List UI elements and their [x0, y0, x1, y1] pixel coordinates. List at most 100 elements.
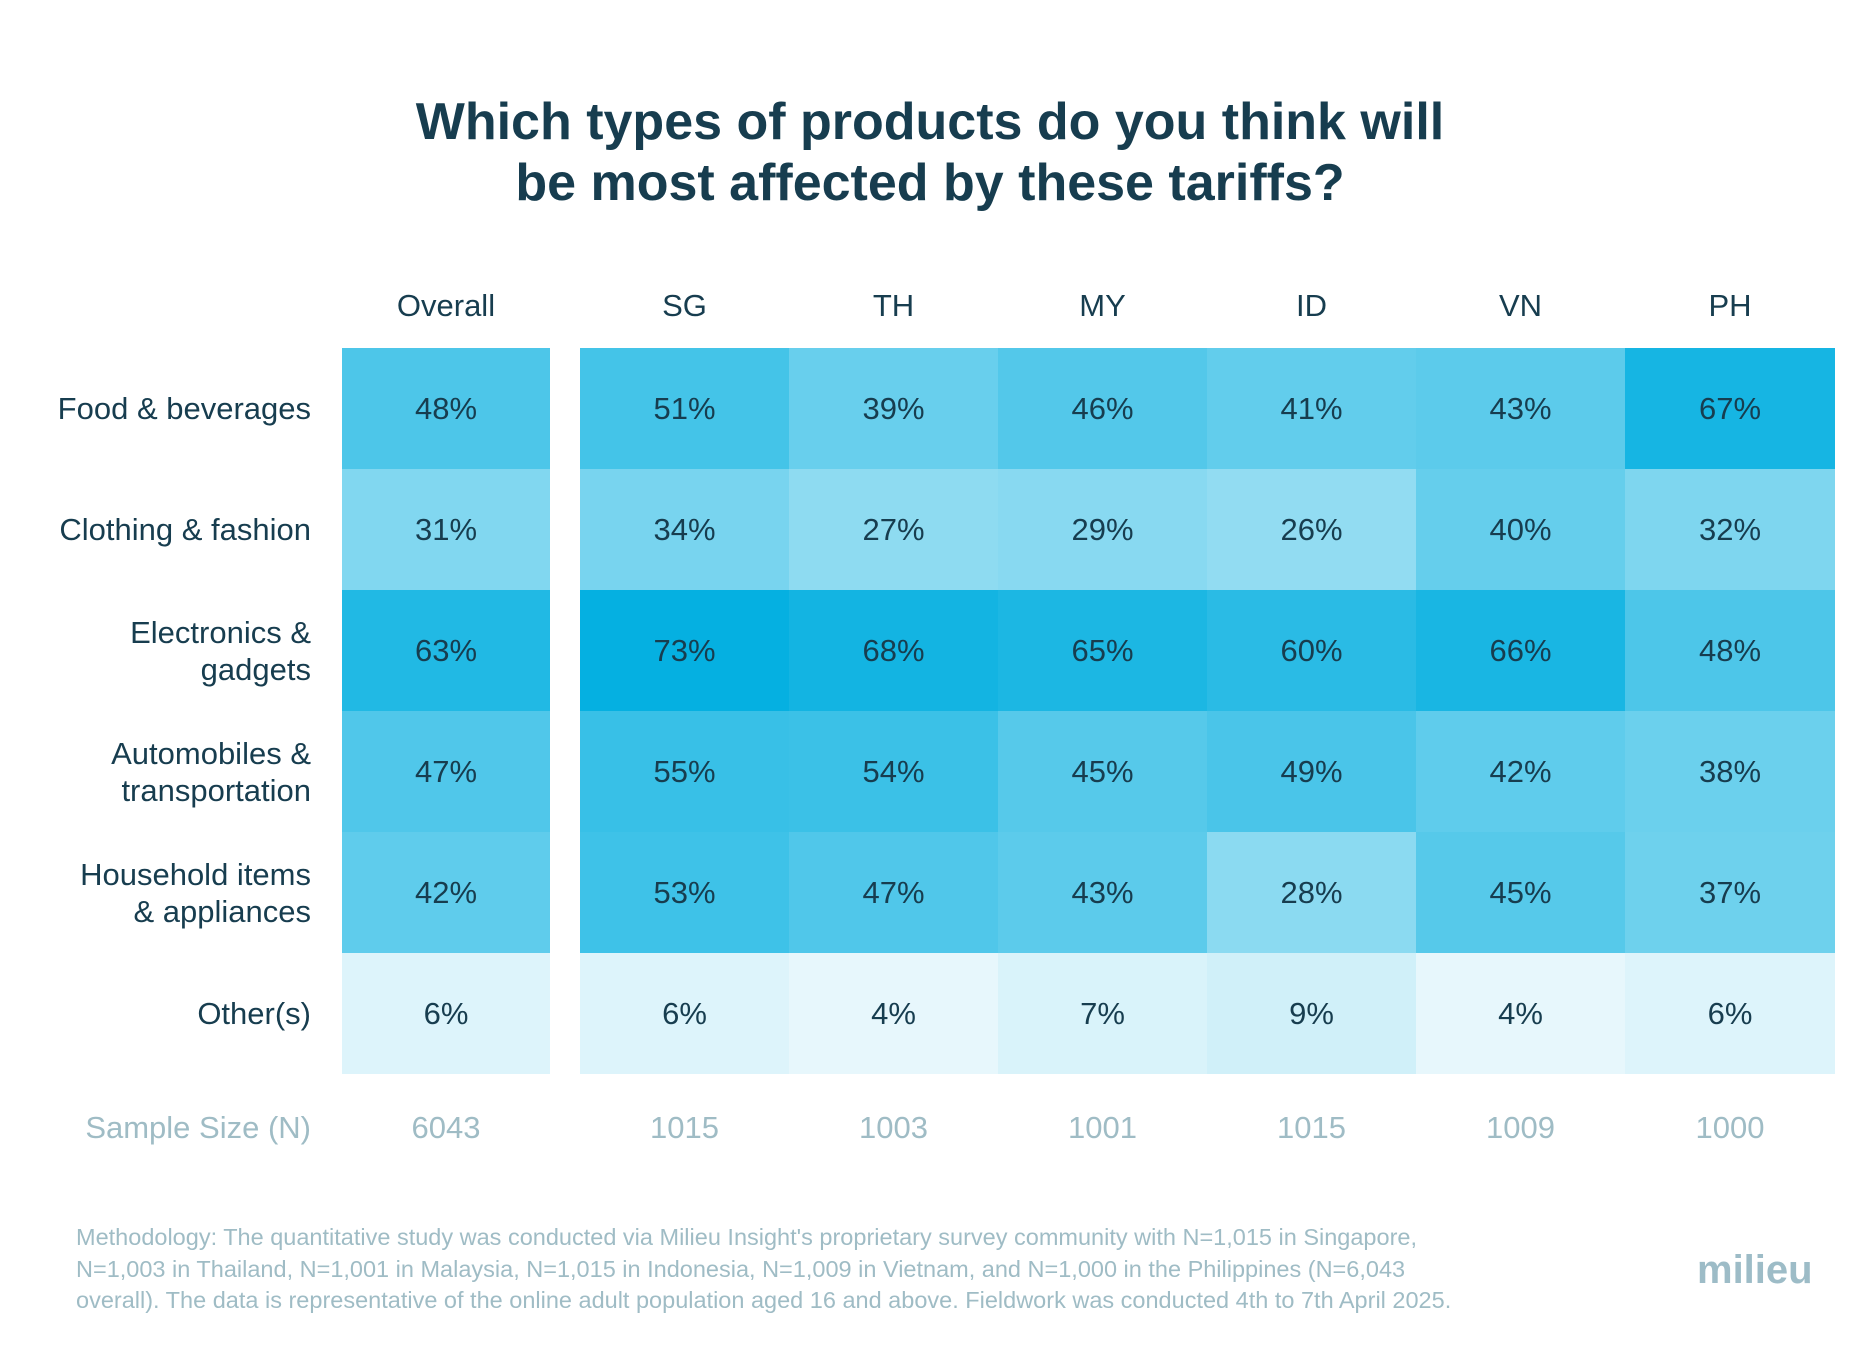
- cell-value-label: 6%: [662, 995, 707, 1031]
- milieu-logo: milieu: [1697, 1248, 1813, 1292]
- heatmap-cell-household-items-appliances-th: 47%: [789, 832, 998, 953]
- heatmap-cell-other-s-sg: 6%: [580, 953, 789, 1074]
- cell-value-label: 48%: [1698, 632, 1762, 668]
- heatmap-cell-other-s-my: 7%: [998, 953, 1207, 1074]
- cell-value-label: 65%: [1071, 632, 1134, 668]
- heatmap-cell-clothing-fashion-ph: 32%: [1625, 469, 1835, 590]
- sample-size-th: 1003: [859, 1110, 928, 1145]
- row-label-electronics-gadgets: Electronics & gadgets: [0, 590, 311, 711]
- heatmap-cell-electronics-gadgets-id: 60%: [1207, 590, 1416, 711]
- heatmap-cell-electronics-gadgets-overall: 63%: [342, 590, 550, 711]
- column-header-overall: Overall: [396, 288, 496, 323]
- column-header-vn: VN: [1498, 288, 1543, 323]
- row-label-clothing-fashion: Clothing & fashion: [0, 469, 311, 590]
- cell-value-label: 55%: [653, 753, 716, 789]
- heatmap-cell-household-items-appliances-sg: 53%: [580, 832, 789, 953]
- heatmap-cell-clothing-fashion-vn: 40%: [1416, 469, 1625, 590]
- chart-title: Which types of products do you think wil…: [0, 92, 1860, 214]
- heatmap-cell-clothing-fashion-my: 29%: [998, 469, 1207, 590]
- cell-value-label: 4%: [1498, 995, 1543, 1031]
- heatmap-cell-automobiles-transportation-my: 45%: [998, 711, 1207, 832]
- row-label-line: Automobiles &: [111, 735, 311, 771]
- heatmap-cell-household-items-appliances-vn: 45%: [1416, 832, 1625, 953]
- cell-value-label: 49%: [1280, 753, 1343, 789]
- row-label-other-s: Other(s): [0, 953, 311, 1074]
- cell-value-label: 37%: [1698, 874, 1762, 910]
- row-label-household-items-appliances: Household items & appliances: [0, 832, 311, 953]
- heatmap-cell-clothing-fashion-id: 26%: [1207, 469, 1416, 590]
- heatmap-cell-automobiles-transportation-th: 54%: [789, 711, 998, 832]
- cell-value-label: 32%: [1698, 511, 1762, 547]
- heatmap-cell-food-beverages-th: 39%: [789, 348, 998, 469]
- cell-value-label: 39%: [862, 390, 925, 426]
- cell-value-label: 26%: [1280, 511, 1343, 547]
- heatmap-cell-household-items-appliances-my: 43%: [998, 832, 1207, 953]
- cell-value-label: 63%: [414, 632, 478, 668]
- heatmap-cell-household-items-appliances-id: 28%: [1207, 832, 1416, 953]
- methodology-note: Methodology: The quantitative study was …: [76, 1222, 1636, 1317]
- cell-value-label: 54%: [862, 753, 925, 789]
- cell-value-label: 47%: [414, 753, 478, 789]
- column-header-id: ID: [1296, 288, 1327, 323]
- heatmap-cell-electronics-gadgets-vn: 66%: [1416, 590, 1625, 711]
- heatmap-cell-clothing-fashion-th: 27%: [789, 469, 998, 590]
- cell-value-label: 7%: [1080, 995, 1125, 1031]
- row-label-line: Other(s): [197, 996, 311, 1031]
- methodology-line-3: overall). The data is representative of …: [76, 1287, 1452, 1313]
- cell-value-label: 38%: [1698, 753, 1762, 789]
- cell-value-label: 6%: [1707, 995, 1753, 1031]
- sample-size-sg: 1015: [650, 1110, 719, 1145]
- chart-title-line-1: Which types of products do you think wil…: [415, 93, 1445, 151]
- cell-value-label: 67%: [1698, 390, 1762, 426]
- cell-value-label: 28%: [1280, 874, 1343, 910]
- cell-value-label: 73%: [653, 632, 716, 668]
- methodology-line-2: N=1,003 in Thailand, N=1,001 in Malaysia…: [76, 1255, 1406, 1282]
- heatmap-cell-other-s-th: 4%: [789, 953, 998, 1074]
- column-header-th: TH: [872, 288, 915, 323]
- cell-value-label: 4%: [871, 995, 916, 1031]
- column-header-my: MY: [1079, 288, 1126, 323]
- heatmap-cell-household-items-appliances-overall: 42%: [342, 832, 550, 953]
- heatmap-cell-automobiles-transportation-vn: 42%: [1416, 711, 1625, 832]
- cell-value-label: 9%: [1289, 995, 1334, 1031]
- row-label-line: Food & beverages: [57, 391, 311, 426]
- cell-value-label: 53%: [653, 874, 716, 910]
- cell-value-label: 45%: [1489, 874, 1552, 910]
- row-label-line: Clothing & fashion: [59, 512, 311, 547]
- heatmap-cell-automobiles-transportation-overall: 47%: [342, 711, 550, 832]
- cell-value-label: 45%: [1071, 753, 1134, 789]
- heatmap-cell-other-s-vn: 4%: [1416, 953, 1625, 1074]
- heatmap-cell-food-beverages-ph: 67%: [1625, 348, 1835, 469]
- cell-value-label: 43%: [1071, 874, 1134, 910]
- sample-size-overall: 6043: [411, 1110, 481, 1145]
- heatmap-cell-clothing-fashion-sg: 34%: [580, 469, 789, 590]
- sample-size-label: Sample Size (N): [85, 1110, 311, 1145]
- cell-value-label: 60%: [1280, 632, 1343, 668]
- heatmap-cell-automobiles-transportation-id: 49%: [1207, 711, 1416, 832]
- chart-title-line-2: be most affected by these tariffs?: [515, 154, 1345, 212]
- heatmap-cell-other-s-id: 9%: [1207, 953, 1416, 1074]
- cell-value-label: 46%: [1071, 390, 1134, 426]
- cell-value-label: 48%: [414, 390, 478, 426]
- heatmap-cell-food-beverages-id: 41%: [1207, 348, 1416, 469]
- heatmap-cell-food-beverages-sg: 51%: [580, 348, 789, 469]
- heatmap-cell-electronics-gadgets-ph: 48%: [1625, 590, 1835, 711]
- cell-value-label: 41%: [1280, 390, 1343, 426]
- heatmap-cell-other-s-ph: 6%: [1625, 953, 1835, 1074]
- row-label-line: transportation: [121, 772, 311, 808]
- cell-value-label: 42%: [414, 874, 478, 910]
- heatmap-cell-clothing-fashion-overall: 31%: [342, 469, 550, 590]
- cell-value-label: 40%: [1489, 511, 1552, 547]
- cell-value-label: 47%: [862, 874, 925, 910]
- sample-size-my: 1001: [1068, 1110, 1137, 1145]
- cell-value-label: 29%: [1071, 511, 1134, 547]
- heatmap-cell-electronics-gadgets-sg: 73%: [580, 590, 789, 711]
- column-header-sg: SG: [662, 288, 707, 323]
- row-label-line: gadgets: [200, 651, 311, 687]
- cell-value-label: 66%: [1489, 632, 1552, 668]
- sample-size-id: 1015: [1277, 1110, 1346, 1145]
- row-label-line: Household items: [80, 856, 311, 892]
- methodology-line-1: Methodology: The quantitative study was …: [76, 1224, 1417, 1250]
- row-label-food-beverages: Food & beverages: [0, 348, 311, 469]
- cell-value-label: 42%: [1489, 753, 1552, 789]
